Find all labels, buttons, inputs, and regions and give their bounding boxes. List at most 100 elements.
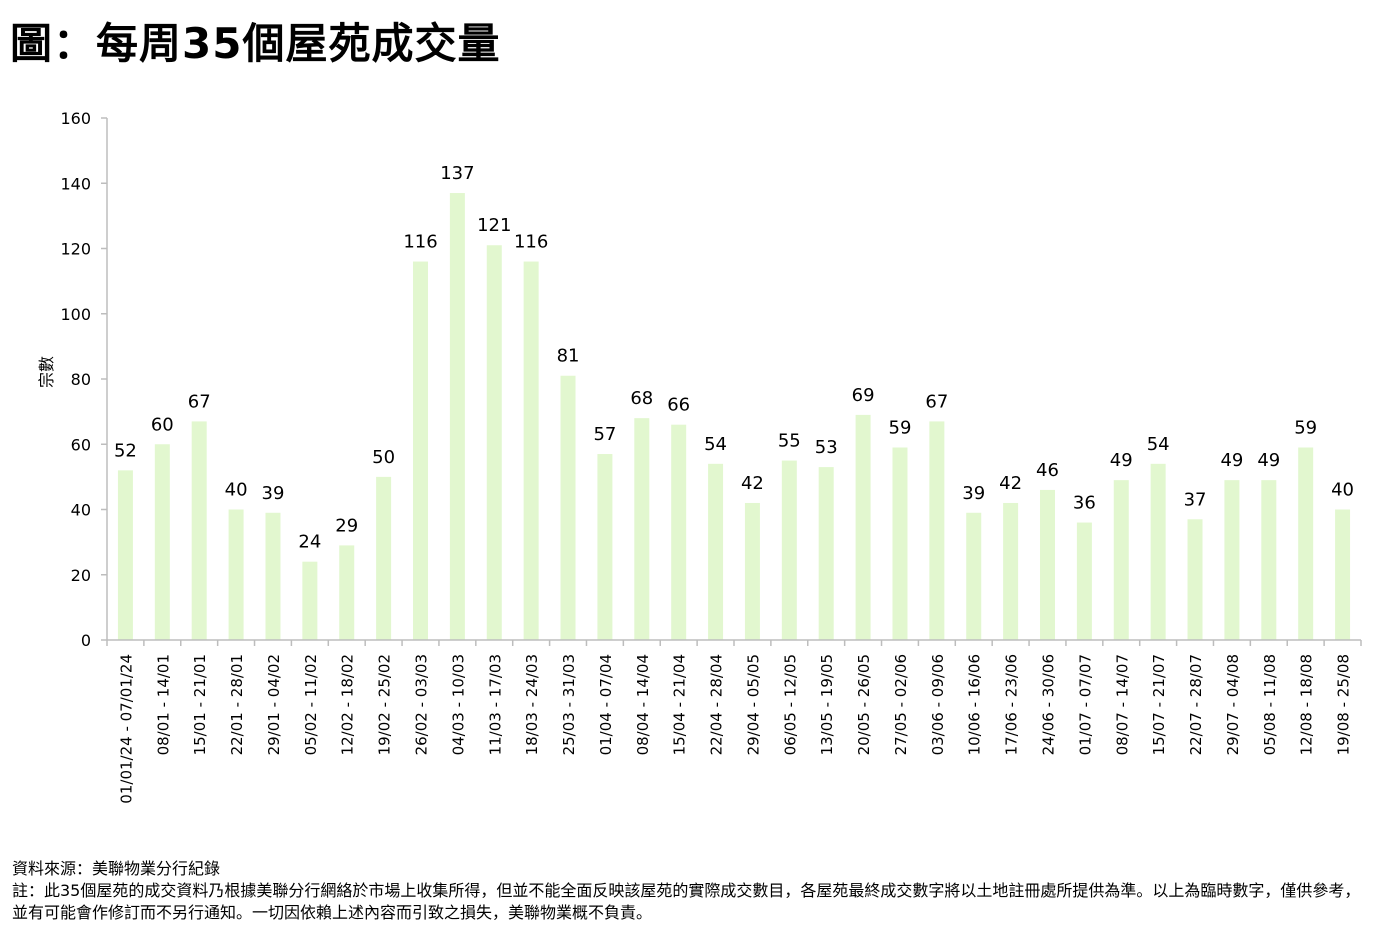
bar [966,512,982,640]
y-tick-label: 20 [71,566,91,585]
bar [708,463,724,640]
bar [892,447,908,640]
x-tick-label: 10/06 - 16/06 [966,654,984,755]
data-label: 53 [815,437,838,458]
data-label: 24 [298,532,321,553]
y-tick-label: 160 [60,109,91,128]
x-tick-label: 15/07 - 21/07 [1150,654,1168,755]
x-tick-label: 22/04 - 28/04 [708,654,726,755]
y-axis: 0 20 40 60 80 100 120 140 160 [60,109,108,650]
data-label: 39 [262,483,285,504]
data-label: 67 [188,391,211,412]
data-label: 36 [1073,493,1096,514]
data-label: 54 [704,434,727,455]
x-tick-label: 13/05 - 19/05 [818,654,836,755]
bar [634,418,650,640]
x-tick-label: 29/04 - 05/05 [744,654,762,755]
data-label: 57 [593,424,616,445]
data-label: 67 [925,391,948,412]
bar [228,509,244,640]
data-label: 69 [852,385,875,406]
x-tick-label: 15/04 - 21/04 [671,654,689,755]
bar [671,424,687,640]
data-label: 37 [1184,489,1207,510]
data-label: 116 [514,232,548,253]
bar [117,470,133,640]
data-label: 59 [889,418,912,439]
bar [302,561,318,640]
bar [929,421,945,640]
x-tick-label: 17/06 - 23/06 [1003,654,1021,755]
footer: 資料來源：美聯物業分行紀錄 註：此35個屋苑的成交資料乃根據美聯分行網絡於市場上… [12,858,1372,924]
data-label: 40 [225,480,248,501]
x-tick-label: 08/07 - 14/07 [1113,654,1131,755]
bar [376,476,392,640]
x-tick-label: 08/04 - 14/04 [634,654,652,755]
bar [265,512,281,640]
bar [449,193,465,640]
x-tick-label: 04/03 - 10/03 [449,654,467,755]
bar [855,414,871,640]
bar [1261,480,1277,640]
data-label: 39 [962,483,985,504]
bar [523,261,539,640]
bar [1224,480,1240,640]
data-label: 42 [741,473,764,494]
bar [1003,502,1019,640]
data-label: 54 [1147,434,1170,455]
data-label: 46 [1036,460,1059,481]
data-label: 116 [403,232,437,253]
y-tick-label: 100 [60,305,91,324]
disclaimer-note: 註：此35個屋苑的成交資料乃根據美聯分行網絡於市場上收集所得，但並不能全面反映該… [12,881,1361,922]
bar [1298,447,1314,640]
bar [597,454,613,640]
x-tick-label: 22/07 - 28/07 [1187,654,1205,755]
x-tick-label: 18/03 - 24/03 [523,654,541,755]
chart-title: 圖：每周35個屋苑成交量 [10,19,501,68]
data-label: 49 [1110,450,1133,471]
bar [1187,519,1203,640]
bar [1076,522,1092,640]
y-axis-label: 宗數 [37,356,56,388]
bar [781,460,797,640]
y-tick-label: 0 [81,631,91,650]
y-tick-label: 120 [60,240,91,259]
x-tick-label: 22/01 - 28/01 [228,654,246,755]
data-label: 42 [999,473,1022,494]
data-label: 121 [477,215,511,236]
bar [154,444,170,640]
x-tick-label: 01/07 - 07/07 [1076,654,1094,755]
bar [1040,489,1055,640]
y-tick-label: 40 [71,501,91,520]
bar-chart: 0 20 40 60 80 100 120 140 160 52 60 67 40 39 24 29 50 11… [37,109,1362,804]
data-label: 55 [778,431,801,452]
x-tick-label: 05/08 - 11/08 [1261,654,1279,755]
bar [1113,480,1129,640]
bar [413,261,428,640]
x-axis: 01/01/24 - 07/01/24 08/01 - 14/01 15/01 - … [106,639,1362,804]
data-label: 66 [667,395,690,416]
data-label: 81 [557,346,580,367]
x-tick-label: 19/02 - 25/02 [376,654,394,755]
bar [191,421,207,640]
bar [744,502,760,640]
bar [1150,463,1166,640]
source-note: 資料來源：美聯物業分行紀錄 [12,859,221,878]
x-tick-label: 24/06 - 30/06 [1040,654,1058,755]
data-label: 68 [630,388,653,409]
bar [1335,509,1351,640]
data-label: 60 [151,414,174,435]
bar [486,245,502,641]
data-label: 49 [1257,450,1280,471]
data-label: 137 [440,163,474,184]
x-tick-label: 12/02 - 18/02 [339,654,357,755]
y-tick-label: 80 [71,370,91,389]
x-tick-label: 29/01 - 04/02 [265,654,283,755]
x-tick-label: 25/03 - 31/03 [560,654,578,755]
bar [339,545,355,640]
bar [560,375,576,640]
x-tick-label: 08/01 - 14/01 [154,654,172,755]
x-tick-label: 05/02 - 11/02 [302,654,320,755]
x-tick-label: 03/06 - 09/06 [929,654,947,755]
